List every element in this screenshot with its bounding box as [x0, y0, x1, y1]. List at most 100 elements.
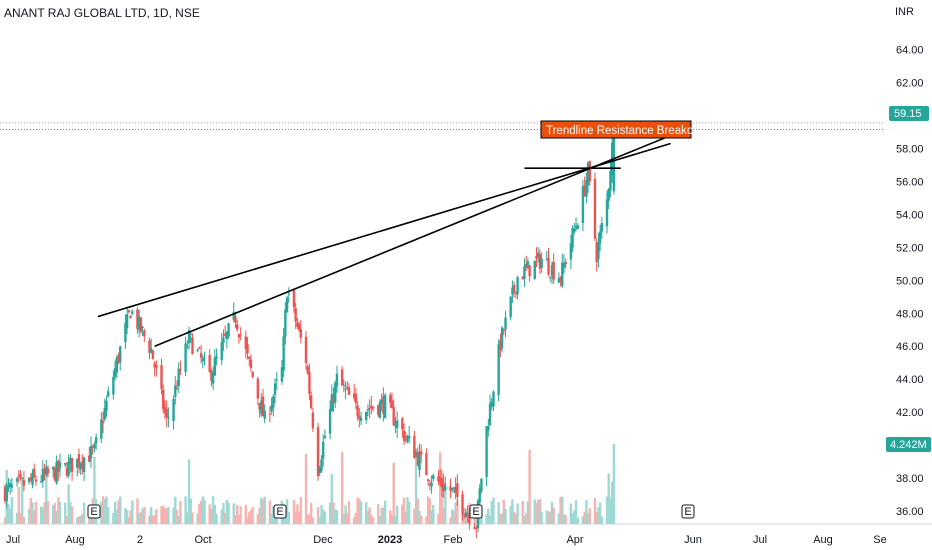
earnings-marker-label: E: [276, 506, 283, 518]
candle-body: [382, 396, 385, 414]
candle-body: [198, 347, 201, 349]
volume-bar: [167, 507, 170, 524]
volume-bar: [585, 500, 588, 524]
candle-body: [521, 276, 524, 280]
volume-bar: [559, 496, 562, 524]
volume-bar: [213, 504, 217, 524]
volume-bar: [155, 509, 158, 524]
volume-bar: [516, 503, 519, 524]
volume-bar: [260, 497, 263, 524]
candle-body: [215, 356, 218, 359]
candle-body: [82, 457, 86, 472]
volume-bar: [148, 515, 151, 524]
volume-bar: [340, 452, 344, 524]
volume-bar: [186, 512, 189, 524]
volume-bar: [528, 449, 531, 524]
candle-body: [545, 259, 548, 261]
volume-bar: [478, 515, 481, 524]
volume-bar: [177, 515, 180, 524]
candle-body: [609, 170, 612, 191]
volume-bar: [215, 513, 218, 524]
earnings-marker[interactable]: [469, 504, 483, 519]
time-axis[interactable]: Jul Aug 2 Oct Dec 2023 Feb Apr Jun Jul Aug Se: [6, 534, 887, 546]
volume-bar: [523, 515, 526, 524]
volume-bar: [557, 513, 561, 524]
candle-body: [509, 296, 512, 318]
earnings-marker[interactable]: [87, 504, 101, 519]
y-tick-label: 48.00: [896, 308, 924, 320]
volume-bar: [210, 508, 213, 524]
volume-bar: [237, 515, 241, 524]
candle-body: [285, 297, 289, 313]
candle-body: [538, 254, 542, 269]
volume-bar: [189, 498, 192, 524]
candle-body: [528, 265, 531, 277]
volume-bar: [401, 504, 404, 524]
candle-body: [585, 180, 588, 197]
candle-body: [370, 405, 373, 408]
volume-bar: [354, 512, 358, 524]
volume-bar: [428, 498, 432, 524]
annotation-box: [540, 120, 692, 139]
price-axis[interactable]: 36.0038.0040.0042.0044.0046.0048.0050.00…: [896, 45, 924, 518]
candle-body: [46, 468, 50, 474]
currency-label: INR: [895, 6, 914, 18]
volume-bar: [370, 515, 373, 524]
volume-bar: [211, 496, 215, 524]
y-tick-label: 64.00: [896, 45, 924, 57]
volume-bar: [127, 517, 131, 524]
candle-body: [260, 400, 263, 414]
volume-bar: [175, 509, 179, 524]
annotation-text: Trendline Resistance Breakout: [546, 125, 704, 137]
candle-body: [359, 417, 363, 421]
volume-bar: [308, 515, 311, 524]
breakout-annotation: Trendline Resistance Breakout: [540, 120, 704, 139]
volume-bar: [34, 501, 38, 524]
earnings-marker[interactable]: [273, 504, 287, 519]
candle-body: [561, 262, 564, 286]
volume-bar: [232, 503, 235, 524]
candle-body: [5, 486, 8, 501]
volume-bar: [588, 508, 591, 524]
candle-body: [492, 391, 495, 407]
candle-body: [239, 334, 242, 336]
candle-body: [414, 452, 418, 456]
trendline[interactable]: [154, 136, 668, 347]
candle-body: [8, 483, 12, 488]
earnings-marker[interactable]: [681, 504, 695, 519]
candle-body: [426, 479, 430, 482]
candle-body: [232, 311, 235, 320]
candle-body: [225, 331, 229, 340]
candle-body: [573, 228, 576, 232]
volume-bar: [371, 517, 375, 524]
volume-bar: [316, 507, 320, 524]
volume-bar: [595, 511, 598, 524]
x-tick-label: Dec: [313, 534, 333, 546]
volume-bar: [383, 500, 387, 524]
trendline[interactable]: [97, 142, 671, 318]
volume-bar: [246, 517, 249, 524]
candle-body: [569, 243, 573, 260]
candle-body: [222, 337, 225, 343]
volume-bar: [378, 515, 382, 524]
candle-body: [368, 408, 371, 410]
volume-bar: [199, 500, 203, 524]
volume-bar: [297, 511, 301, 524]
y-tick-label: 46.00: [896, 341, 924, 353]
candle-body: [236, 324, 239, 330]
candle-body: [346, 386, 349, 389]
candle-body: [463, 514, 466, 516]
candle-body: [332, 396, 335, 404]
volume-bar: [368, 507, 371, 524]
candle-body: [340, 369, 344, 386]
candle-body: [466, 513, 469, 515]
candle-body: [380, 399, 383, 404]
volume-bar: [512, 511, 516, 524]
candle-body: [371, 406, 375, 409]
volume-bar: [358, 498, 361, 524]
volume-bar: [540, 511, 543, 524]
volume-bar: [198, 503, 201, 524]
candle-body: [175, 388, 179, 390]
